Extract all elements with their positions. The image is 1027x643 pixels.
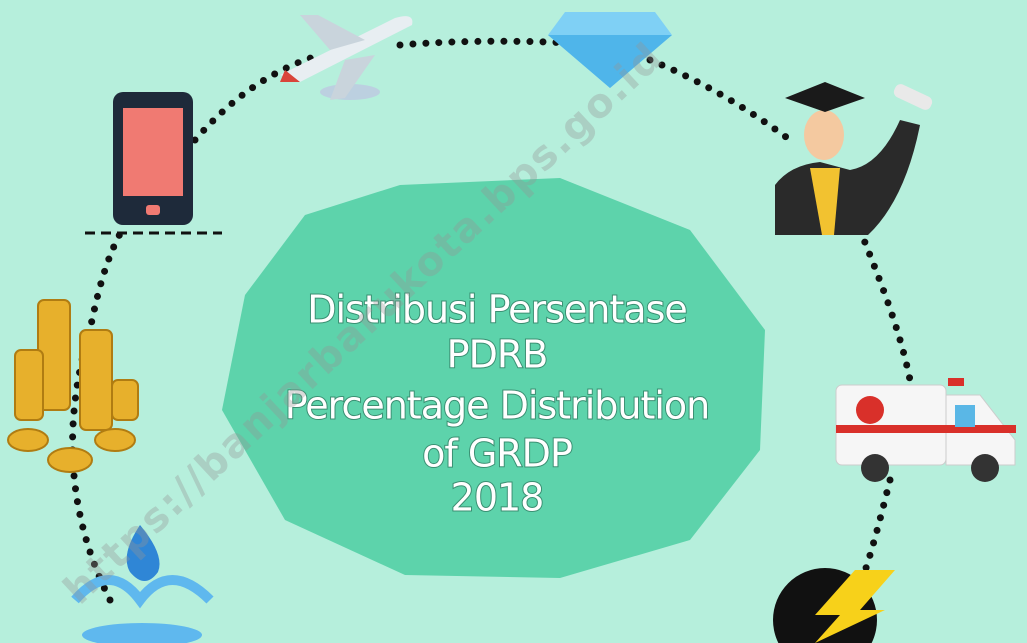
water-icon	[71, 525, 214, 643]
plane-icon	[280, 15, 413, 100]
title-line: 2018	[451, 476, 544, 520]
title-line: of GRDP	[422, 432, 572, 476]
ambulance-icon	[835, 378, 1016, 482]
center-shape	[222, 178, 765, 578]
title-line: Distribusi Persentase	[307, 288, 687, 332]
dotted-ring	[69, 37, 914, 604]
graduate-icon	[775, 82, 933, 235]
diamond-icon	[548, 12, 672, 88]
title-line: Percentage Distribution	[285, 384, 710, 428]
coins-icon	[7, 299, 139, 473]
title-line: PDRB	[447, 333, 548, 377]
electricity-icon	[773, 568, 895, 643]
phone-icon	[85, 92, 222, 235]
